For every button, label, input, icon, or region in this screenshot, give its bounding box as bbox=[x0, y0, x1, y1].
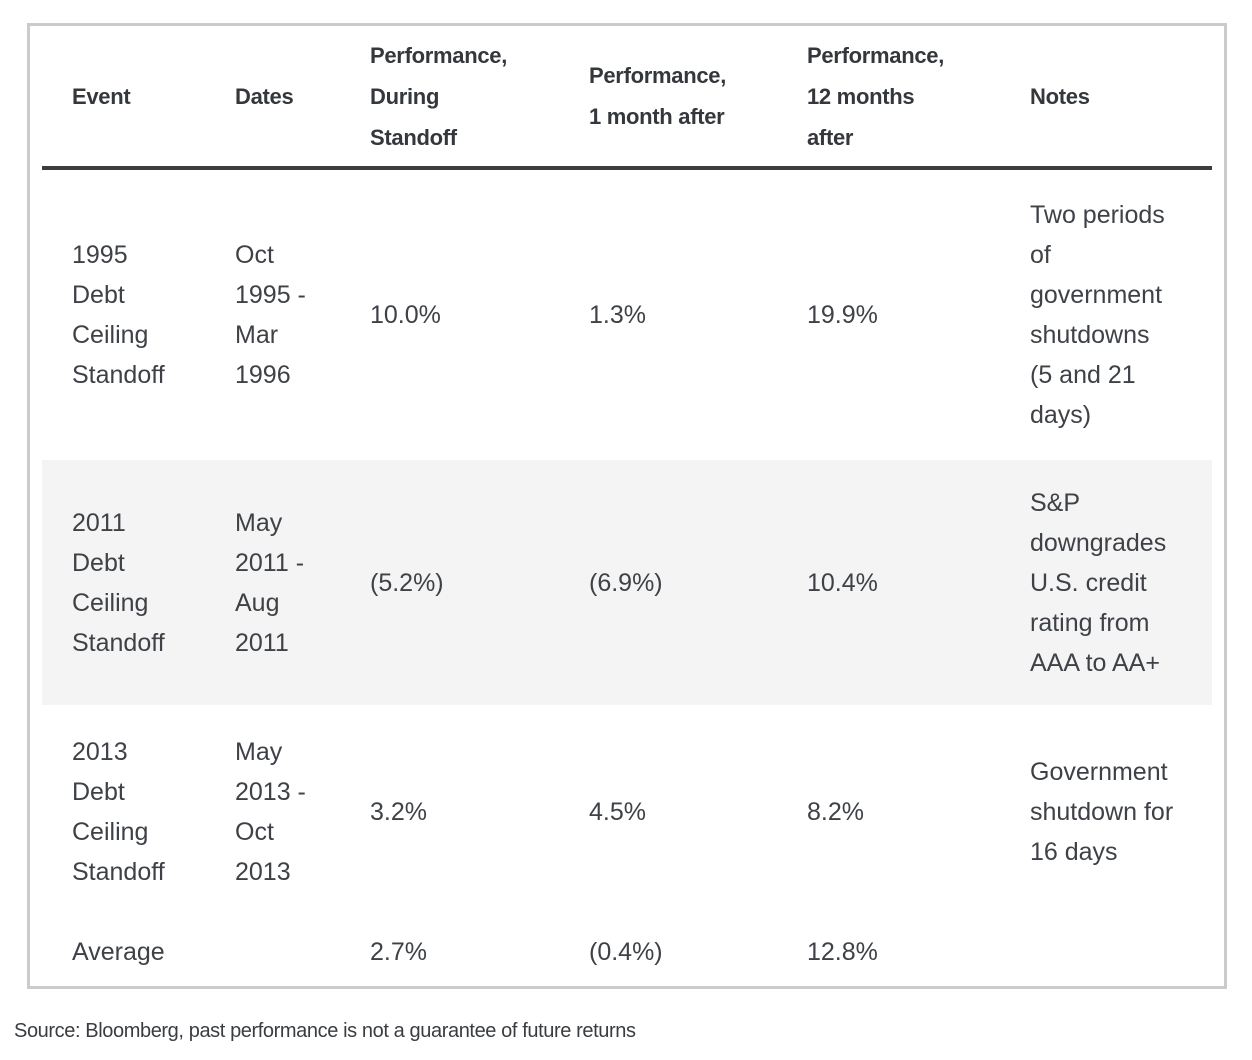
performance-1-month-cell: 4.5% bbox=[589, 797, 646, 826]
empty-cell bbox=[1000, 918, 1212, 986]
header-row: Event Dates Performance, During Standoff… bbox=[42, 26, 1212, 170]
event-cell: 2013 Debt Ceiling Standoff bbox=[72, 737, 165, 886]
dates-cell: May 2013 - Oct 2013 bbox=[235, 737, 306, 886]
average-1-month-cell: (0.4%) bbox=[589, 938, 663, 966]
notes-cell: S&P downgrades U.S. credit rating from A… bbox=[1000, 460, 1212, 705]
performance-during-cell: (5.2%) bbox=[340, 460, 559, 705]
column-header-performance-during-standoff: Performance, During Standoff bbox=[340, 26, 559, 170]
table-row-2011: 2011 Debt Ceiling Standoff May 2011 - Au… bbox=[42, 460, 1212, 705]
dates-cell: May 2011 - Aug 2011 bbox=[205, 460, 340, 705]
table-row-2013: 2013 Debt Ceiling Standoff May 2013 - Oc… bbox=[42, 705, 1212, 918]
empty-cell bbox=[205, 918, 340, 986]
column-header-dates: Dates bbox=[205, 26, 340, 170]
notes-cell: Government shutdown for 16 days bbox=[1030, 757, 1174, 866]
performance-1-month-cell: 1.3% bbox=[589, 301, 646, 329]
column-header-performance-1-month-after: Performance, 1 month after bbox=[559, 26, 777, 170]
table-row-1995: 1995 Debt Ceiling Standoff Oct 1995 - Ma… bbox=[42, 168, 1212, 460]
performance-1-month-cell: (6.9%) bbox=[559, 460, 777, 705]
performance-12-months-cell: 10.4% bbox=[777, 460, 1000, 705]
column-header-notes: Notes bbox=[1000, 26, 1212, 170]
event-cell: 2011 Debt Ceiling Standoff bbox=[42, 460, 205, 705]
average-during-cell: 2.7% bbox=[370, 938, 427, 966]
notes-cell: Two periods of government shutdowns (5 a… bbox=[1030, 201, 1165, 429]
dates-cell: Oct 1995 - Mar 1996 bbox=[235, 241, 306, 389]
table-row-average: Average 2.7% (0.4%) 12.8% bbox=[42, 918, 1212, 986]
performance-12-months-cell: 19.9% bbox=[807, 301, 878, 329]
source-note: Source: Bloomberg, past performance is n… bbox=[14, 1020, 636, 1042]
performance-during-cell: 3.2% bbox=[370, 797, 427, 826]
performance-table: Event Dates Performance, During Standoff… bbox=[42, 26, 1212, 986]
performance-table-container: Event Dates Performance, During Standoff… bbox=[27, 23, 1227, 989]
average-12-months-cell: 12.8% bbox=[807, 938, 878, 966]
average-label-cell: Average bbox=[72, 938, 165, 966]
event-cell: 1995 Debt Ceiling Standoff bbox=[72, 241, 165, 389]
performance-12-months-cell: 8.2% bbox=[807, 797, 864, 826]
column-header-performance-12-months-after: Performance, 12 months after bbox=[777, 26, 1000, 170]
performance-during-cell: 10.0% bbox=[370, 301, 441, 329]
column-header-event: Event bbox=[42, 26, 205, 170]
